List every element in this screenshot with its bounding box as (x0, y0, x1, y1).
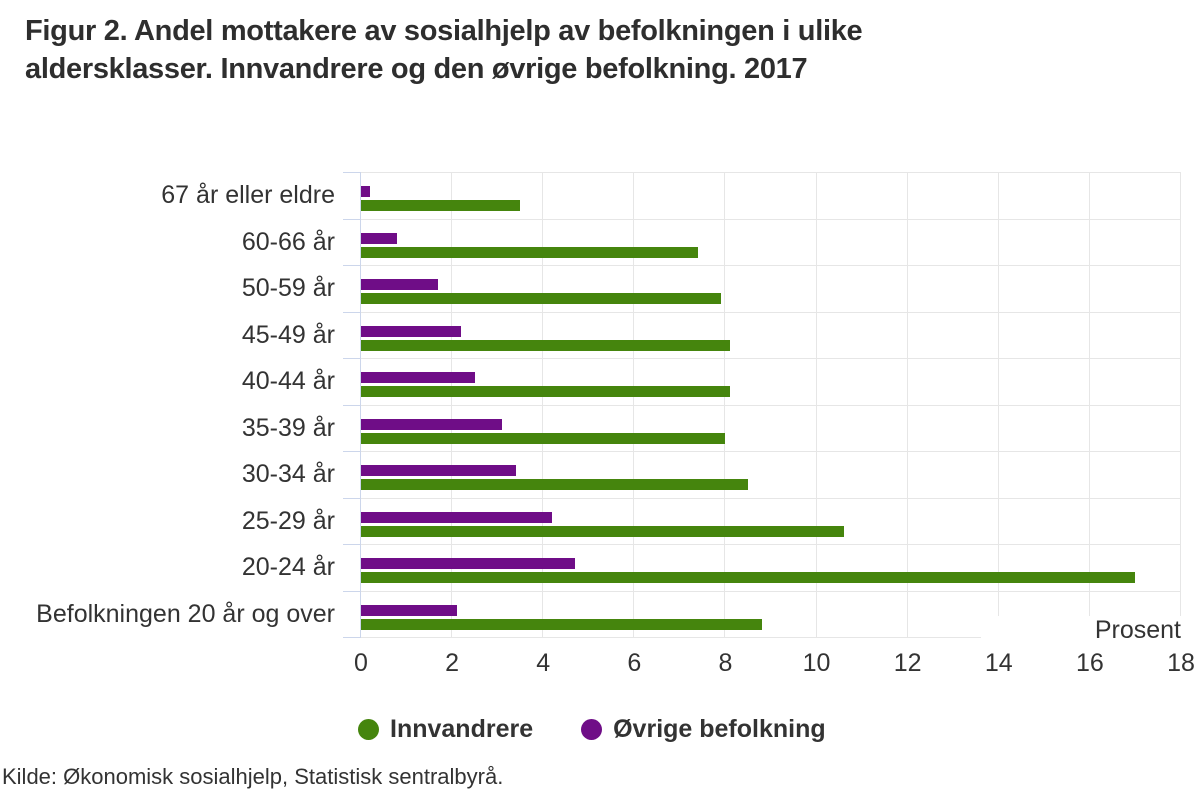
category-label: 25-29 år (241, 506, 335, 535)
horizontal-gridline (361, 311, 1181, 313)
bar-ovrige-befolkning[interactable] (361, 604, 457, 616)
bar-innvandrere[interactable] (361, 572, 1136, 583)
bar-innvandrere[interactable] (361, 432, 726, 444)
category-axis-tick (343, 404, 361, 406)
chart-title: Figur 2. Andel mottakere av sosialhjelp … (25, 12, 1175, 88)
bar-innvandrere[interactable] (361, 386, 730, 397)
bar-ovrige-befolkning[interactable] (361, 186, 371, 197)
category-axis-tick (343, 590, 361, 592)
bar-innvandrere[interactable] (361, 200, 521, 211)
category-label: 40-44 år (241, 367, 335, 395)
bar-innvandrere[interactable] (361, 293, 721, 304)
legend-label-innvandrere: Innvandrere (390, 715, 534, 743)
category-axis-tick (343, 311, 361, 313)
category-label: 35-39 år (241, 413, 335, 442)
category-label: 20-24 år (241, 553, 335, 581)
chart-title-line1: Figur 2. Andel mottakere av sosialhjelp … (25, 15, 863, 47)
category-label: 30-34 år (241, 460, 335, 488)
category-axis-tick (343, 218, 361, 220)
category-axis-tick (343, 637, 361, 638)
category-label: 67 år eller eldre (161, 181, 335, 209)
horizontal-gridline (361, 265, 1181, 266)
value-axis-tick-label: 14 (984, 649, 1013, 677)
horizontal-gridline (361, 172, 1181, 173)
bar-innvandrere[interactable] (361, 525, 844, 537)
legend: Innvandrere Øvrige befolkning (358, 714, 826, 744)
source-note: Kilde: Økonomisk sosialhjelp, Statistisk… (2, 764, 504, 789)
bar-ovrige-befolkning[interactable] (361, 418, 503, 430)
bar-ovrige-befolkning[interactable] (361, 232, 398, 244)
value-axis-tick-label: 18 (1167, 649, 1195, 677)
category-label: 45-49 år (241, 320, 335, 349)
value-axis-unit-label: Prosent (981, 616, 1181, 644)
category-axis-tick (343, 358, 361, 359)
value-axis-tick-label: 12 (893, 649, 922, 677)
chart-title-line2: aldersklasser. Innvandrere og den øvrige… (25, 53, 808, 85)
category-axis-line (360, 172, 361, 637)
value-axis-tick-label: 2 (445, 649, 460, 677)
bar-ovrige-befolkning[interactable] (361, 558, 576, 569)
legend-item-innvandrere[interactable]: Innvandrere (358, 714, 533, 744)
legend-marker-ovrige-befolkning-icon (581, 718, 603, 740)
horizontal-gridline (361, 637, 1181, 638)
value-axis-tick-label: 8 (718, 649, 733, 677)
category-axis-tick (343, 544, 361, 545)
value-axis-tick-label: 10 (802, 649, 831, 677)
horizontal-gridline (361, 590, 1181, 592)
value-axis-tick-label: 6 (627, 649, 642, 677)
horizontal-gridline (361, 497, 1181, 499)
plot-area (343, 172, 1181, 638)
category-label: Befolkningen 20 år og over (36, 599, 335, 628)
legend-label-ovrige-befolkning: Øvrige befolkning (613, 715, 826, 743)
category-axis-tick (343, 497, 361, 499)
category-label: 50-59 år (241, 274, 335, 302)
category-axis-tick (343, 172, 361, 173)
category-axis-tick (343, 451, 361, 452)
bar-ovrige-befolkning[interactable] (361, 325, 462, 337)
legend-marker-innvandrere-icon (358, 718, 379, 740)
horizontal-gridline (361, 544, 1181, 545)
bar-ovrige-befolkning[interactable] (361, 372, 475, 383)
bar-ovrige-befolkning[interactable] (361, 511, 553, 523)
horizontal-gridline (361, 404, 1181, 406)
value-axis-tick-label: 16 (1075, 649, 1104, 677)
bar-innvandrere[interactable] (361, 479, 749, 490)
category-label: 60-66 år (241, 227, 335, 256)
legend-item-ovrige-befolkning[interactable]: Øvrige befolkning (581, 714, 826, 744)
bar-ovrige-befolkning[interactable] (361, 279, 439, 290)
bar-innvandrere[interactable] (361, 618, 762, 630)
horizontal-gridline (361, 218, 1181, 220)
horizontal-gridline (361, 451, 1181, 452)
value-axis-tick-label: 0 (354, 649, 368, 677)
bar-innvandrere[interactable] (361, 246, 699, 258)
horizontal-gridline (361, 358, 1181, 359)
bar-ovrige-befolkning[interactable] (361, 465, 516, 476)
bar-innvandrere[interactable] (361, 339, 730, 351)
category-axis-tick (343, 265, 361, 266)
value-axis-tick-label: 4 (536, 649, 551, 677)
